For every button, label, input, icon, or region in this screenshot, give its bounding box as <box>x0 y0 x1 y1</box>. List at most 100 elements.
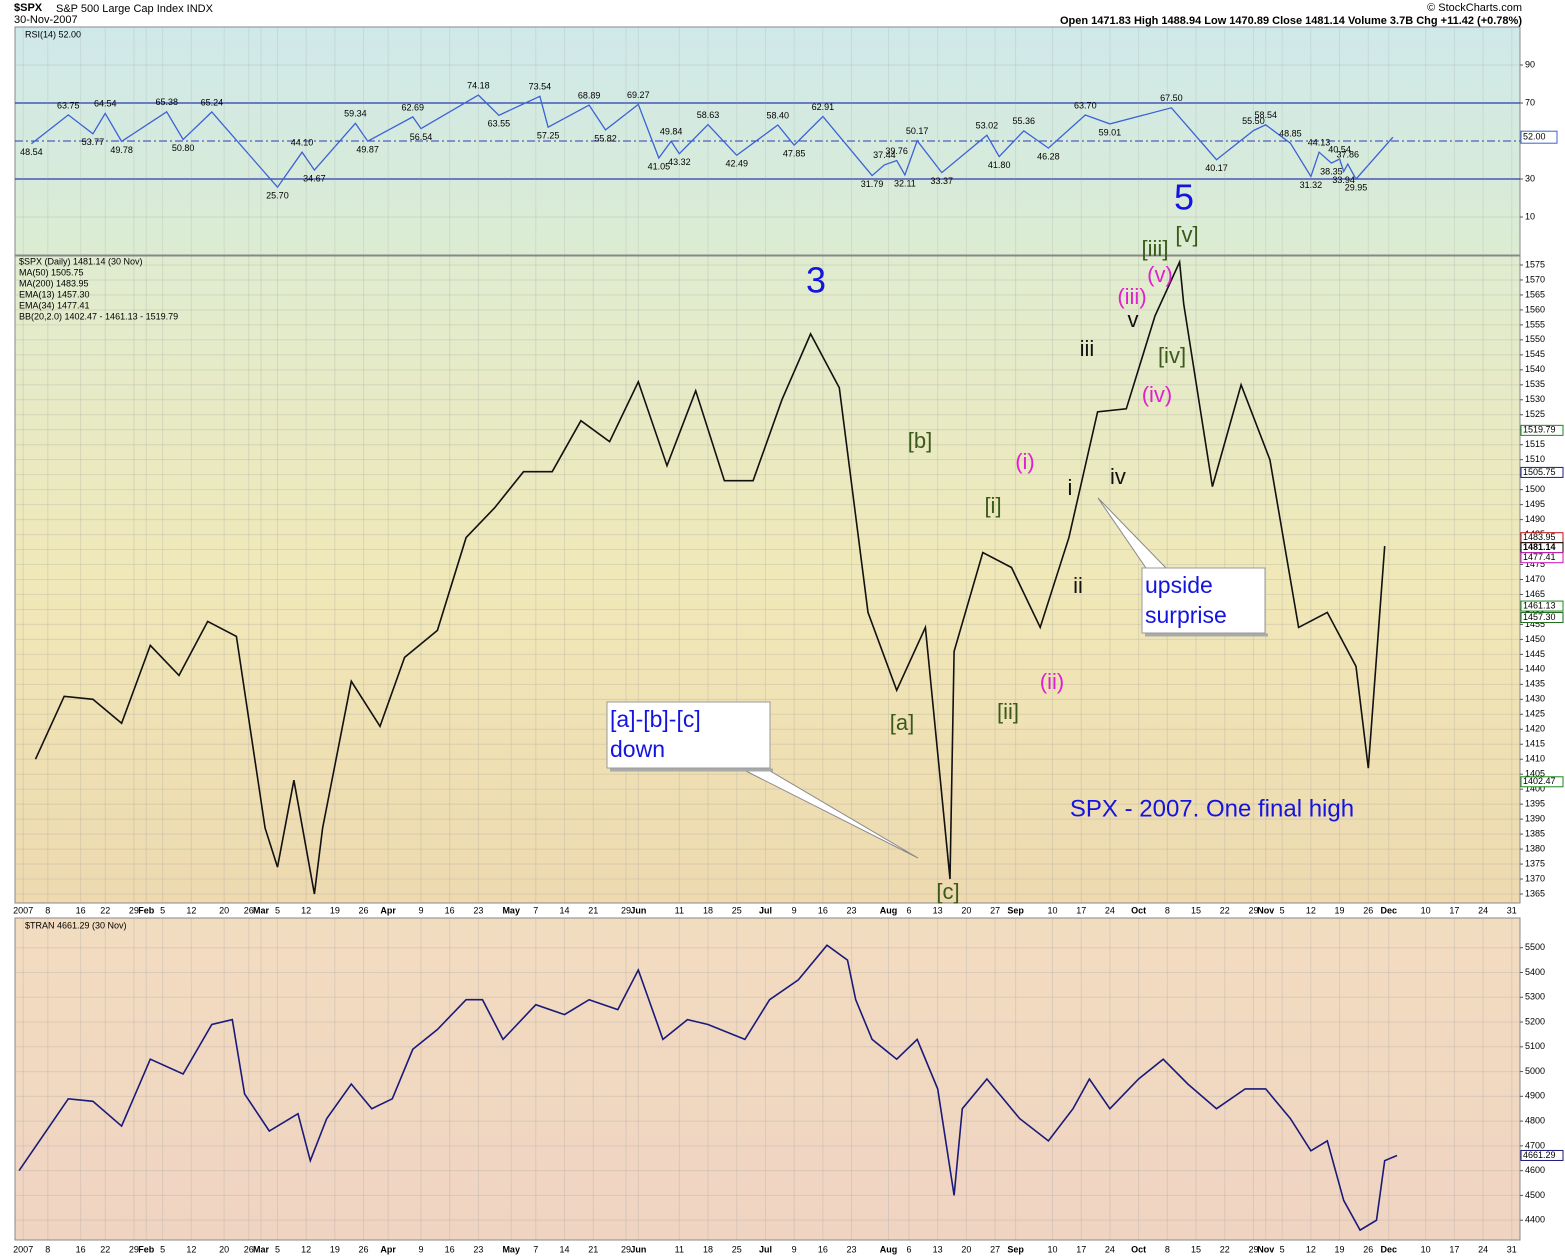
quote: Open 1471.83 High 1488.94 Low 1470.89 Cl… <box>1060 15 1522 27</box>
legend-entry: $SPX (Daily) 1481.14 (30 Nov) <box>19 256 143 266</box>
x-tick-label: 29 <box>621 905 631 915</box>
wave-label: [iv] <box>1158 343 1186 368</box>
x-tick-label: 10 <box>1047 1244 1057 1254</box>
y-tick-label: 1390 <box>1525 814 1545 824</box>
price-line <box>18 944 1398 1232</box>
y-tick-label: 1545 <box>1525 349 1545 359</box>
rsi-value-label: 31.79 <box>861 179 884 189</box>
x-tick-label: 8 <box>45 1244 50 1254</box>
y-tick-label: 90 <box>1525 59 1535 69</box>
x-tick-label: 13 <box>933 905 943 915</box>
wave-label: iv <box>1110 464 1126 489</box>
x-tick-label: 22 <box>1220 905 1230 915</box>
x-tick-label: 12 <box>301 1244 311 1254</box>
y-tick-label: 1415 <box>1525 739 1545 749</box>
x-tick-label: 27 <box>990 1244 1000 1254</box>
legend-entry: EMA(13) 1457.30 <box>19 289 90 299</box>
rsi-value-label: 44.10 <box>291 138 314 148</box>
x-tick-label: 14 <box>560 905 570 915</box>
wave-label: (iii) <box>1117 284 1146 309</box>
legend-entry: MA(200) 1483.95 <box>19 278 89 288</box>
x-tick-label: Jul <box>759 1244 772 1254</box>
x-tick-label: Feb <box>138 1244 155 1254</box>
credit: © StockCharts.com <box>1427 2 1522 14</box>
x-tick-label: 23 <box>473 905 483 915</box>
y-tick-label: 1445 <box>1525 649 1545 659</box>
x-tick-label: 21 <box>588 905 598 915</box>
x-tick-label: 26 <box>244 905 254 915</box>
index-name: S&P 500 Large Cap Index INDX <box>56 3 214 15</box>
x-tick-label: 17 <box>1076 905 1086 915</box>
legend-entry: BB(20,2.0) 1402.47 - 1461.13 - 1519.79 <box>19 311 178 321</box>
x-tick-label: 9 <box>418 1244 423 1254</box>
x-tick-label: 9 <box>418 905 423 915</box>
y-tick-label: 1365 <box>1525 888 1545 898</box>
y-tick-label: 1475 <box>1525 559 1545 569</box>
rsi-value-label: 63.70 <box>1074 100 1097 110</box>
y-tick-label: 1435 <box>1525 679 1545 689</box>
rsi-value-label: 53.77 <box>82 137 105 147</box>
panel-title: $TRAN 4661.29 (30 Nov) <box>25 920 127 930</box>
wave-label: (iv) <box>1142 382 1173 407</box>
callout-text: upside <box>1145 572 1213 598</box>
x-tick-label: 12 <box>1306 905 1316 915</box>
x-tick-label: 5 <box>275 1244 280 1254</box>
x-tick-label: 17 <box>1449 1244 1459 1254</box>
x-tick-label: 12 <box>186 1244 196 1254</box>
x-tick-label: 15 <box>1191 905 1201 915</box>
wave-label: 3 <box>806 260 826 301</box>
rsi-value-label: 68.89 <box>578 90 601 100</box>
y-tick-label: 5500 <box>1525 942 1545 952</box>
rsi-value-label: 33.37 <box>931 176 954 186</box>
value-tag-label: 1519.79 <box>1523 425 1556 435</box>
x-tick-label: 8 <box>1165 905 1170 915</box>
wave-label: [v] <box>1175 222 1198 247</box>
x-tick-label: 24 <box>1478 1244 1488 1254</box>
rsi-value-label: 25.70 <box>266 191 289 201</box>
rsi-value-label: 49.78 <box>110 145 133 155</box>
x-tick-label: 9 <box>792 905 797 915</box>
x-tick-label: 9 <box>792 1244 797 1254</box>
rsi-value-label: 32.11 <box>894 178 916 188</box>
y-tick-label: 4800 <box>1525 1115 1545 1125</box>
panel-background <box>14 255 1521 904</box>
rsi-value-label: 63.75 <box>57 100 80 110</box>
x-tick-label: 11 <box>675 1244 684 1254</box>
x-tick-label: 2007 <box>13 1244 33 1254</box>
rsi-value-label: 65.38 <box>155 97 178 107</box>
callout-text: surprise <box>1145 602 1227 628</box>
rsi-value-label: 33.94 <box>1332 175 1355 185</box>
rsi-value-label: 43.32 <box>668 157 691 167</box>
y-tick-label: 1570 <box>1525 274 1545 284</box>
x-tick-label: 29 <box>1248 905 1258 915</box>
rsi-value-label: 37.44 <box>873 150 896 160</box>
y-tick-label: 1470 <box>1525 574 1545 584</box>
value-tag-label: 1481.14 <box>1523 542 1556 552</box>
x-tick-label: 24 <box>1105 905 1115 915</box>
wave-label: (v) <box>1147 262 1173 287</box>
value-tag <box>1520 776 1564 788</box>
x-tick-label: 25 <box>732 905 742 915</box>
rsi-value-label: 55.36 <box>1013 116 1036 126</box>
price-line <box>30 94 1394 189</box>
rsi-value-label: 55.50 <box>1242 116 1265 126</box>
y-tick-label: 1405 <box>1525 769 1545 779</box>
x-tick-label: 10 <box>1421 1244 1431 1254</box>
x-tick-label: 5 <box>1280 1244 1285 1254</box>
y-tick-label: 1425 <box>1525 709 1545 719</box>
wave-label: 5 <box>1174 177 1194 218</box>
x-tick-label: 19 <box>1335 905 1345 915</box>
wave-label: [i] <box>984 493 1001 518</box>
y-tick-label: 1565 <box>1525 289 1545 299</box>
x-tick-label: Feb <box>138 905 155 915</box>
x-tick-label: 29 <box>129 1244 139 1254</box>
y-tick-label: 1440 <box>1525 664 1545 674</box>
rsi-value-label: 55.82 <box>594 133 617 143</box>
rsi-value-label: 56.54 <box>410 132 433 142</box>
x-tick-label: 18 <box>703 905 713 915</box>
wave-label: [b] <box>908 428 932 453</box>
x-tick-label: 26 <box>359 905 369 915</box>
wave-label: v <box>1128 307 1139 332</box>
x-tick-label: 12 <box>186 905 196 915</box>
